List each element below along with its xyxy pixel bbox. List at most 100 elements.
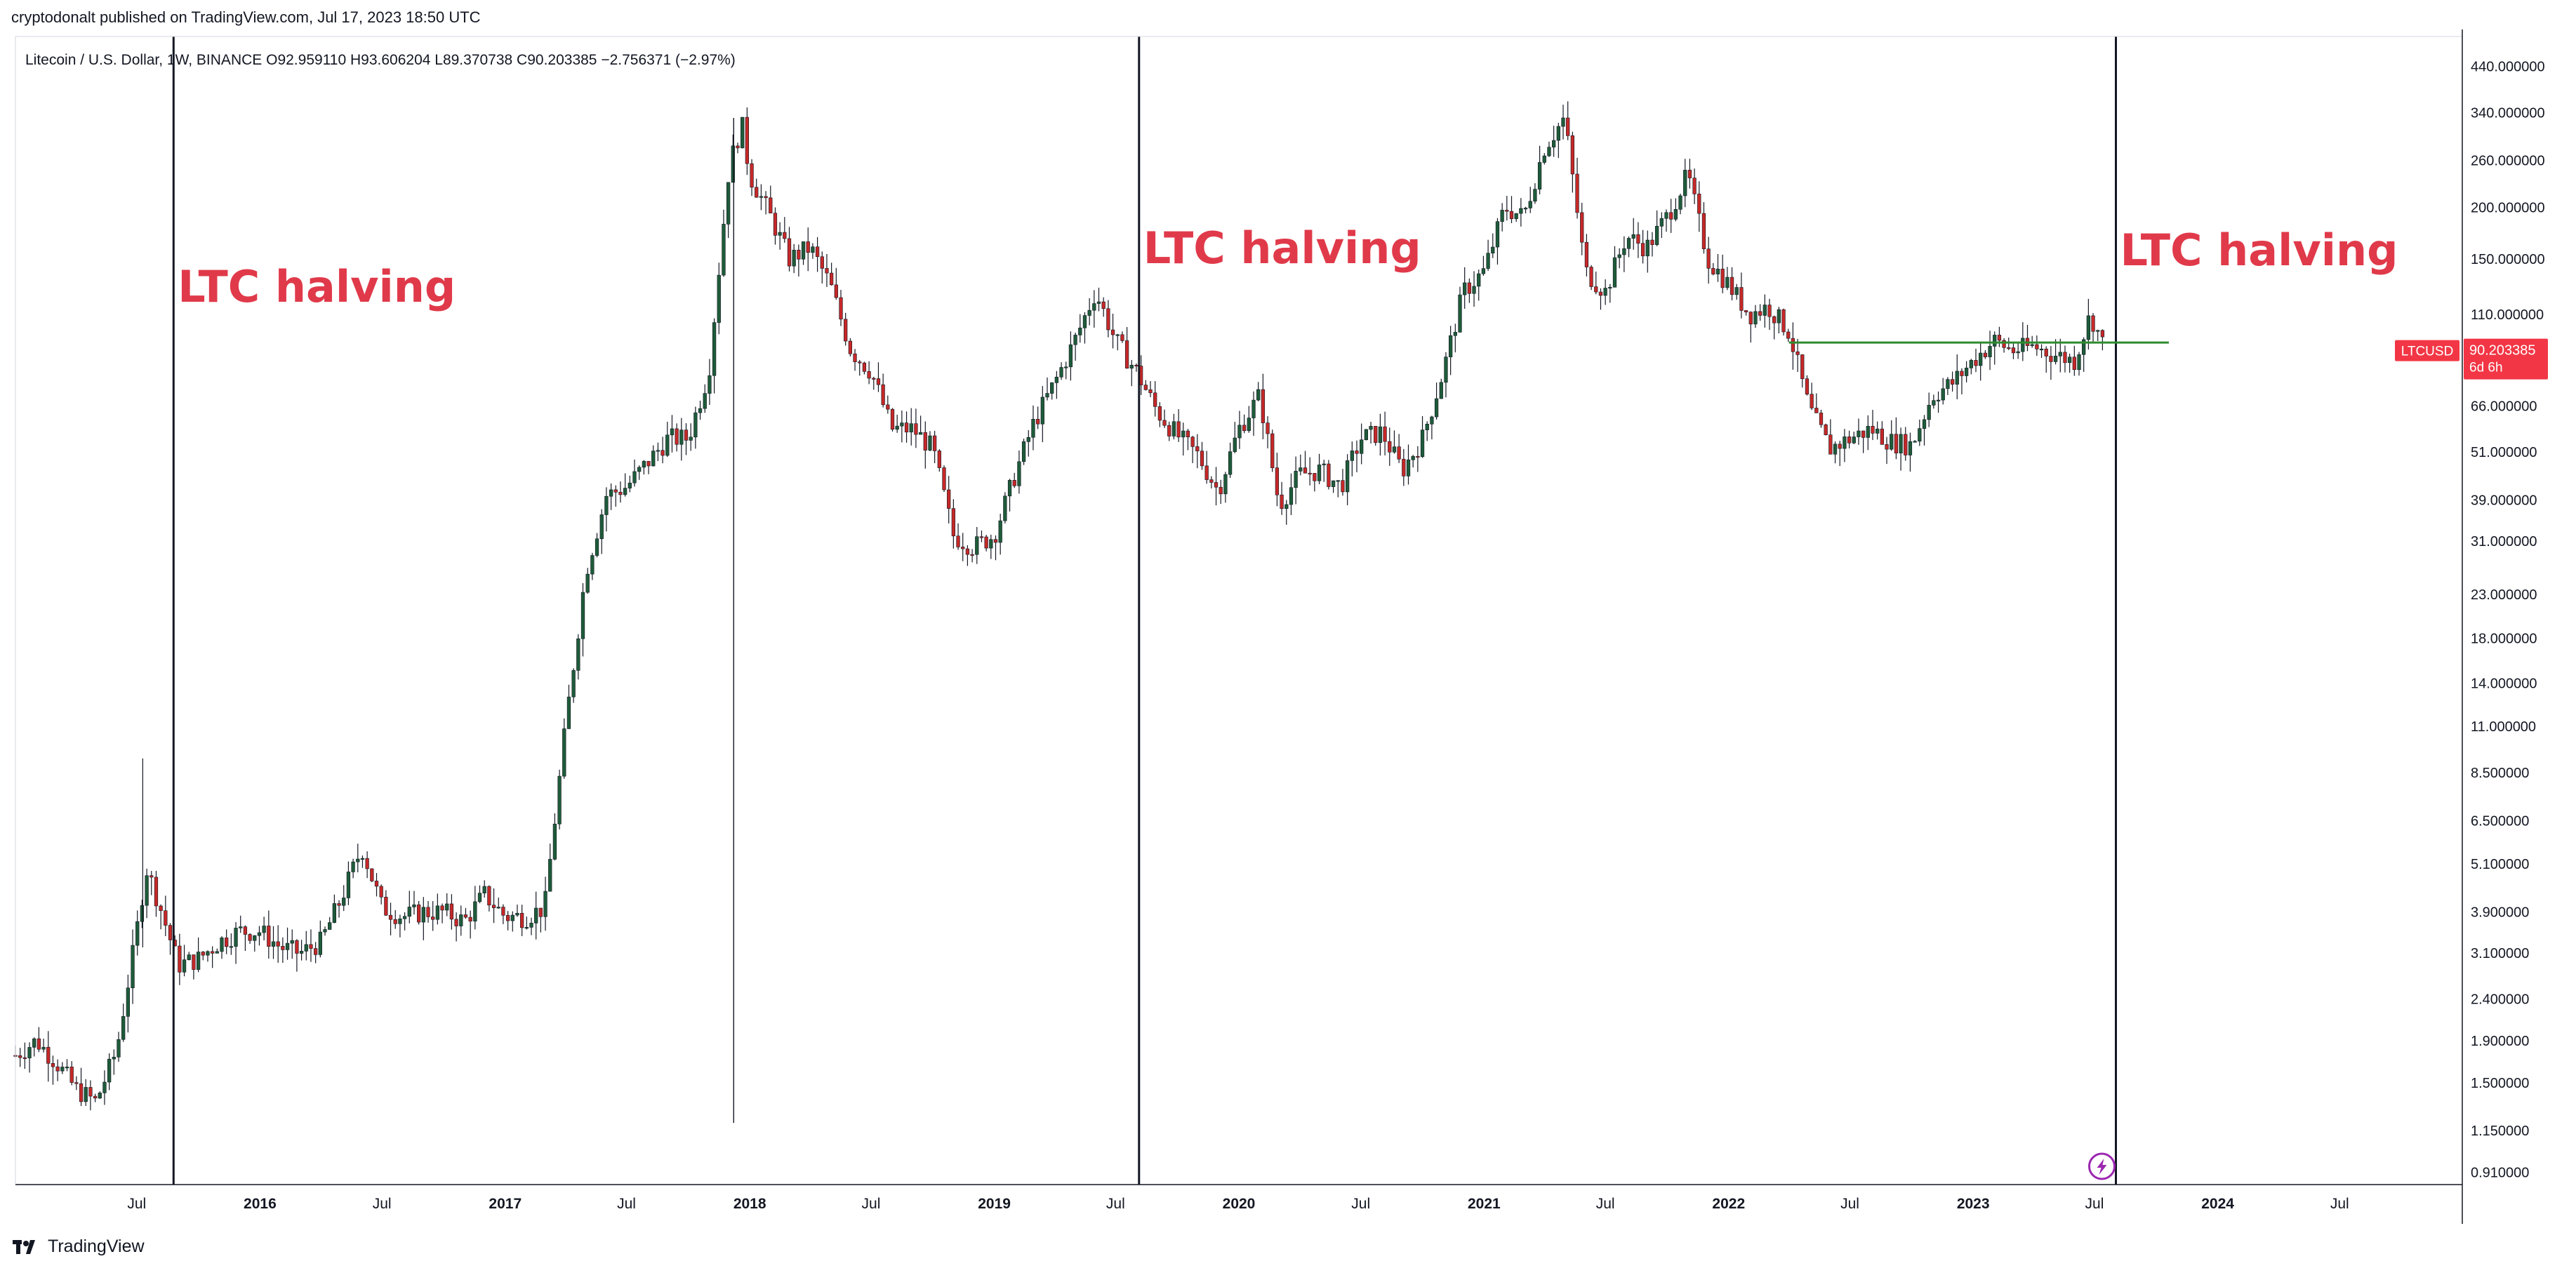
candle-body — [1233, 437, 1237, 452]
candle-body — [1725, 276, 1729, 288]
candle-body — [1880, 428, 1885, 445]
candle-body — [1129, 364, 1134, 369]
candle-body — [1594, 286, 1598, 293]
candle-body — [717, 274, 721, 323]
candle-body — [1650, 239, 1654, 245]
candle-body — [1322, 463, 1326, 465]
candle-body — [1687, 170, 1692, 178]
candle-body — [1777, 309, 1781, 324]
candle-body — [2067, 356, 2072, 364]
candle-body — [552, 823, 557, 860]
y-tick-label: 0.910000 — [2471, 1166, 2529, 1181]
candle-body — [1500, 210, 1504, 222]
candle-body — [519, 912, 524, 928]
candle-body — [1913, 441, 1917, 443]
candle-body — [1491, 246, 1495, 254]
candle-body — [356, 858, 360, 862]
candle-body — [1374, 426, 1378, 444]
candle-body — [2058, 352, 2062, 356]
candle-body — [1458, 294, 1462, 333]
halving-labels-layer: LTC halving LTC halving LTC halving — [178, 222, 2398, 312]
candle-body — [1969, 360, 1973, 368]
candle-body — [145, 875, 149, 906]
flash-icon[interactable] — [2088, 1152, 2116, 1180]
candle-body — [482, 886, 486, 893]
candle-body — [1369, 426, 1373, 430]
flash-icon-bolt — [2097, 1159, 2107, 1175]
candle-body — [613, 489, 618, 493]
candle-body — [388, 914, 393, 920]
candle-body — [1575, 173, 1579, 213]
y-tick-label: 8.500000 — [2471, 766, 2529, 781]
tradingview-logo-icon — [13, 1239, 35, 1254]
candle-body — [1237, 425, 1242, 439]
candle-body — [1556, 126, 1560, 141]
candle-body — [942, 467, 946, 491]
candle-body — [839, 297, 843, 320]
candle-body — [998, 520, 1002, 543]
candle-body — [1242, 425, 1247, 432]
candle-body — [956, 535, 960, 547]
candle-body — [599, 514, 604, 540]
candle-body — [32, 1038, 36, 1048]
candle-body — [562, 728, 566, 777]
candle-body — [1626, 238, 1631, 249]
candle-body — [407, 907, 411, 917]
candle-body — [2016, 351, 2020, 354]
candle-body — [576, 638, 580, 671]
candle-body — [295, 940, 299, 954]
candle-body — [412, 904, 416, 907]
candle-body — [1021, 441, 1026, 462]
candle-body — [1734, 287, 1739, 295]
candle-body — [726, 182, 731, 225]
candle-body — [660, 450, 665, 456]
candle-body — [229, 946, 234, 948]
candle-body — [346, 872, 351, 898]
candle-body — [1542, 155, 1546, 163]
candle-body — [1843, 436, 1847, 449]
candle-body — [595, 538, 599, 556]
candle-body — [989, 539, 993, 549]
candle-body — [1988, 346, 1992, 357]
x-tick-label: Jul — [1840, 1196, 1859, 1212]
candle-body — [1833, 444, 1838, 455]
candle-body — [1908, 441, 1913, 455]
candle-body — [937, 451, 941, 468]
candle-body — [1186, 430, 1190, 438]
candle-body — [529, 923, 533, 928]
candle-body — [1993, 335, 1997, 347]
x-tick-label: Jul — [1596, 1196, 1615, 1212]
candle-body — [1294, 471, 1298, 488]
candle-body — [769, 197, 773, 213]
candle-body — [477, 893, 482, 902]
candle-body — [1739, 287, 1744, 311]
price-badge-value: 90.203385 — [2469, 343, 2536, 359]
y-tick-label: 260.000000 — [2471, 154, 2545, 169]
candle-body — [1523, 208, 1528, 210]
candle-body — [1247, 418, 1251, 432]
candle-body — [487, 886, 491, 906]
publisher-line: cryptodonalt published on TradingView.co… — [11, 8, 481, 26]
candle-body — [1533, 189, 1537, 202]
candle-body — [1955, 371, 1959, 385]
candle-body — [820, 256, 824, 269]
candle-body — [84, 1087, 88, 1102]
candle-body — [1941, 388, 1945, 401]
tradingview-footer[interactable]: TradingView — [13, 1237, 145, 1257]
candle-body — [1327, 463, 1331, 487]
candle-body — [304, 944, 308, 952]
candle-body — [1289, 487, 1294, 505]
candle-body — [1505, 210, 1509, 212]
y-tick-label: 31.000000 — [2471, 534, 2537, 549]
candle-body — [1964, 368, 1969, 376]
candle-body — [1228, 451, 1233, 475]
y-tick-label: 3.900000 — [2471, 905, 2529, 921]
candle-body — [1261, 389, 1266, 423]
candle-body — [234, 928, 238, 947]
x-tick-label: Jul — [617, 1196, 636, 1212]
candle-body — [370, 868, 374, 881]
candle-body — [2044, 348, 2048, 356]
candle-body — [22, 1057, 27, 1059]
candle-body — [1153, 392, 1157, 407]
